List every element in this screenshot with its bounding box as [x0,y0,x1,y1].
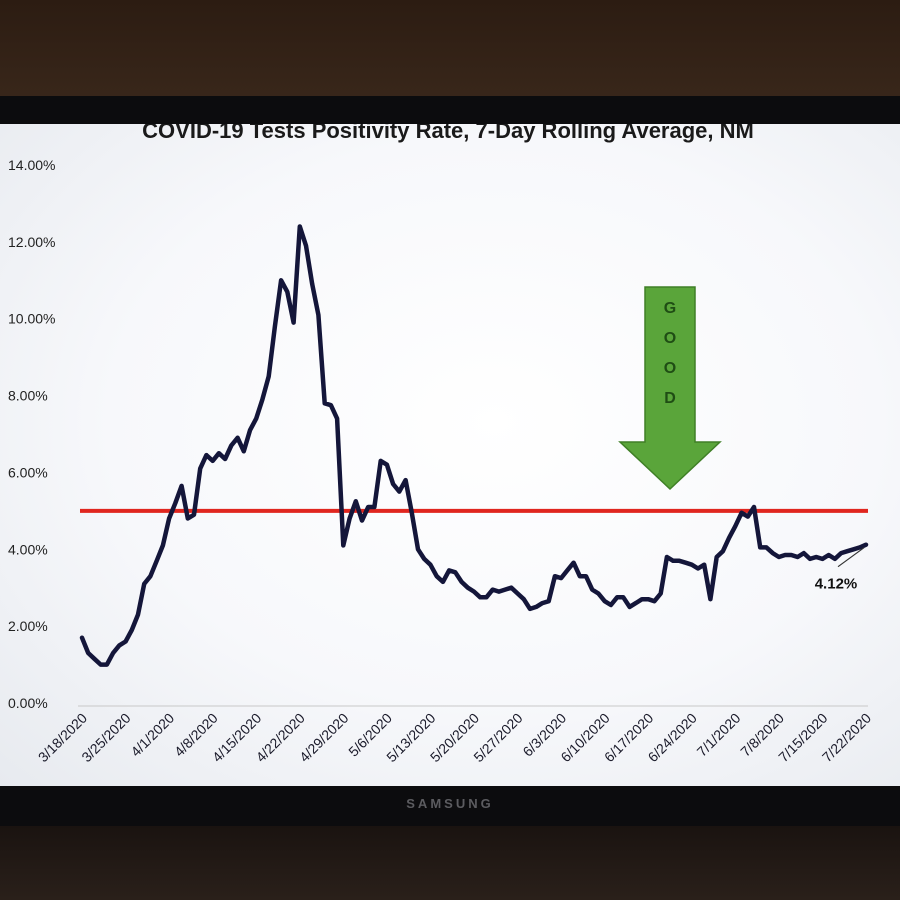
good-arrow-letter: O [664,360,676,377]
y-tick-label: 12.00% [8,234,55,250]
positivity-rate-line [79,224,869,667]
y-axis-ticks: 0.00% 2.00% 4.00% 6.00% 8.00% 10.00% 12.00% 14.… [8,157,55,711]
good-arrow-letter: D [664,390,676,407]
background-wall [0,0,900,110]
good-arrow-letter: O [664,330,676,347]
good-arrow-letter: G [664,300,676,317]
down-arrow-icon [618,286,722,491]
y-tick-label: 14.00% [8,157,55,173]
y-tick-label: 4.00% [8,541,48,557]
line-chart: COVID-19 Tests Positivity Rate, 7-Day Ro… [8,124,875,766]
latest-value-callout: 4.12% [815,576,858,593]
chart-title: COVID-19 Tests Positivity Rate, 7-Day Ro… [142,124,754,143]
y-tick-label: 0.00% [8,695,48,711]
y-tick-label: 6.00% [8,464,48,480]
x-tick-label: 4/1/2020 [127,710,177,760]
monitor-screen: COVID-19 Tests Positivity Rate, 7-Day Ro… [0,124,900,786]
monitor-brand-label: SAMSUNG [406,796,494,811]
x-axis-ticks: 3/18/20203/25/20204/1/20204/8/20204/15/2… [35,710,875,766]
y-tick-label: 10.00% [8,311,55,327]
x-tick-label: 7/1/2020 [694,710,744,760]
callout-leader-line [837,547,865,568]
y-tick-label: 2.00% [8,618,48,634]
desk-surface [0,826,900,900]
y-tick-label: 8.00% [8,388,48,404]
